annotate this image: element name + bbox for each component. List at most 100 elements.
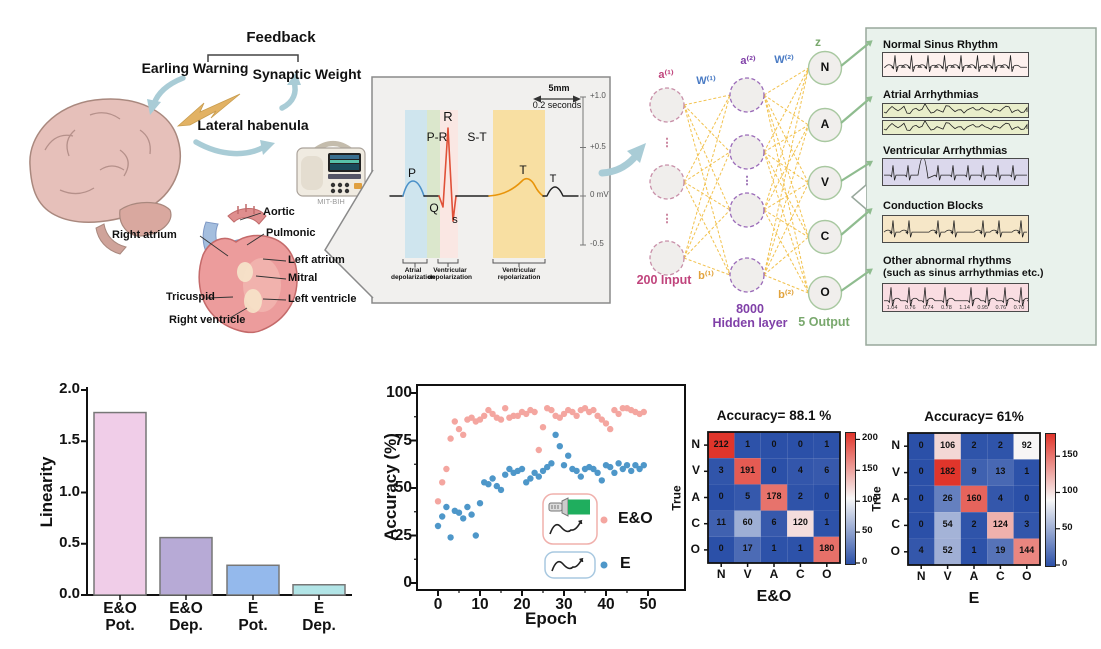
matrix-cell-value: 144 <box>1019 545 1035 556</box>
matrix-title: Accuracy= 88.1 % <box>716 408 832 423</box>
scatter-point-E <box>535 473 542 480</box>
matrix-cell-value: 2 <box>971 439 977 450</box>
matrix-col-label: O <box>1022 569 1032 583</box>
scatter-point-E <box>434 522 442 530</box>
scatter-point-E <box>476 500 484 507</box>
scatter-point-E&O <box>489 410 496 418</box>
scatter-point-E <box>531 469 538 476</box>
scatter-xtick-label: 40 <box>597 596 615 613</box>
ecg-p-label: P <box>407 166 417 180</box>
heart-label: Tricuspid <box>166 291 215 303</box>
matrix-cell-value: 1 <box>1024 466 1030 477</box>
scatter-point-E&O <box>476 416 484 423</box>
scatter-point-E <box>497 486 505 494</box>
ecg-phase-label: Atrial depolarization <box>390 267 436 281</box>
matrix-row-label: A <box>691 489 700 504</box>
feedback-bracket <box>207 54 299 62</box>
matrix-title: Accuracy= 61% <box>924 409 1024 424</box>
ecg-panel <box>324 76 611 304</box>
scatter-point-E <box>623 462 631 469</box>
charts-layer <box>81 384 1060 600</box>
ecg-pr-segment-label: P-R <box>426 130 448 144</box>
matrix-cell-value: 52 <box>942 545 953 556</box>
ecg-r-label: R <box>443 109 453 124</box>
matrix-cell-value: 17 <box>742 543 753 554</box>
lateral-habenula-label: Lateral habenula <box>197 117 309 133</box>
matrix-cell-value: 0 <box>718 491 724 501</box>
early-warning-label: Earling Warning <box>141 60 249 76</box>
scatter-point-E <box>443 503 450 511</box>
scatter-point-E&O <box>602 420 610 427</box>
colorbar-tick-label: 150 <box>1062 449 1078 461</box>
scatter-xtick-label: 20 <box>513 596 531 613</box>
matrix-cell-value: 6 <box>771 517 777 528</box>
matrix-cell-value: 180 <box>819 543 835 554</box>
matrix-cell-value: 0 <box>718 543 724 554</box>
colorbar <box>845 432 856 565</box>
scatter-point-E <box>506 465 513 473</box>
matrix-cell-value: 120 <box>792 517 808 528</box>
scatter-point-E&O <box>573 412 580 419</box>
ecg-scale-length-label: 5mm <box>548 83 570 93</box>
class-item-title: Atrial Arrhythmias <box>883 89 979 101</box>
heart-label: Aortic <box>263 206 295 218</box>
ecg-phase-label: Ventricular repolarization <box>497 267 541 281</box>
matrix-cell-value: 182 <box>940 466 956 477</box>
matrix-cell-value: 0 <box>797 438 803 449</box>
matrix-cell-value: 4 <box>918 545 924 556</box>
scatter-point-E <box>502 471 509 478</box>
matrix-cell-value: 1 <box>824 438 830 449</box>
nn-hidden-layer-label: Hidden layer <box>712 316 788 330</box>
colorbar-tick-label: 100 <box>1062 485 1078 497</box>
scatter-point-E&O <box>481 412 488 419</box>
matrix-cell-value: 2 <box>971 518 977 529</box>
scatter-point-E <box>577 473 584 480</box>
ecg-strip-atrial <box>882 119 1029 135</box>
network-graph <box>649 50 843 311</box>
matrix-row-label: N <box>691 437 700 452</box>
matrix-row-label: C <box>891 517 900 532</box>
scatter-ytick-label: 0 <box>403 574 412 591</box>
colorbar <box>1045 433 1056 567</box>
class-item-title: Conduction Blocks <box>883 200 984 212</box>
matrix-cell-value: 106 <box>940 439 956 450</box>
scatter-point-E&O <box>439 479 446 486</box>
scatter-point-E <box>636 465 643 473</box>
bar-category-label: E&O Pot. <box>103 600 137 634</box>
matrix-row-label: A <box>891 491 900 505</box>
matrix-col-label: C <box>996 569 1005 583</box>
matrix-cell-value: 0 <box>918 492 924 503</box>
matrix-cell-value: 5 <box>745 491 751 501</box>
scatter-xlabel: Epoch <box>525 609 577 628</box>
scatter-point-E <box>619 465 626 473</box>
scatter-point-E&O <box>607 425 614 433</box>
matrix-cell-value: 4 <box>997 492 1003 503</box>
colorbar-tick-label: 50 <box>1062 521 1073 533</box>
scatter-point-E <box>544 463 551 471</box>
colorbar-tick-label: 0 <box>862 556 868 567</box>
scatter-point-E <box>560 462 568 469</box>
bar-ytick-label: 0.5 <box>59 533 80 551</box>
scatter-point-E&O <box>594 412 601 419</box>
ecg-axis-label: -0.5 <box>590 239 604 248</box>
matrix-cell-value: 0 <box>918 466 924 477</box>
feedback-label: Feedback <box>246 29 316 46</box>
ecg-axis-label: +1.0 <box>590 91 606 100</box>
scatter-ytick-label: 100 <box>386 384 412 401</box>
scatter-point-E <box>632 462 639 469</box>
device-label: MIT-BIH <box>317 197 345 206</box>
scatter-point-E&O <box>455 425 463 433</box>
matrix-cell-value: 160 <box>966 492 982 503</box>
scatter-xtick-label: 50 <box>639 596 657 613</box>
nn-w1-label: W⁽¹⁾ <box>696 75 716 87</box>
ecg-phase-label: Ventricular depolarization <box>427 267 473 281</box>
matrix-cell-value: 124 <box>992 518 1008 529</box>
heart-label: Left ventricle <box>288 293 357 305</box>
nn-b1-label: b⁽¹⁾ <box>698 270 714 282</box>
matrix-cell-value: 3 <box>1024 518 1030 529</box>
class-item-title: Ventricular Arrhythmias <box>883 145 1008 157</box>
brain-illustration <box>29 98 182 255</box>
ecg-s-label: s <box>452 214 458 226</box>
matrix-row-label: O <box>690 541 700 556</box>
scatter-point-E <box>485 481 492 488</box>
